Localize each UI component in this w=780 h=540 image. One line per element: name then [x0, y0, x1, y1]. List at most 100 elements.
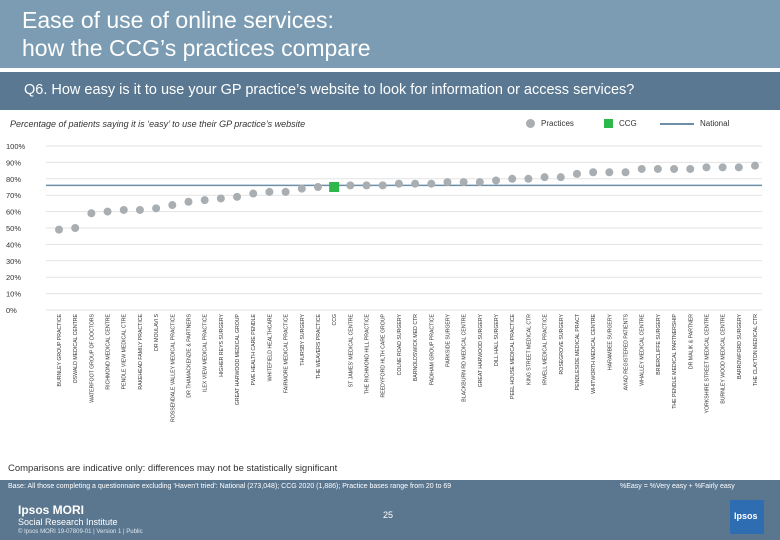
page-number: 25: [383, 510, 394, 520]
x-category-label: BLACKBURN RD MEDICAL CENTRE: [462, 313, 468, 401]
legend-national-line: [660, 123, 694, 125]
x-category-label: ILEX VIEW MEDICAL PRACTICE: [203, 313, 209, 391]
x-category-label: THURSBY SURGERY: [300, 313, 306, 365]
practice-point: [686, 164, 695, 173]
x-category-label: RICHMOND MEDICAL CENTRE: [106, 313, 112, 389]
practice-point: [394, 179, 403, 188]
y-tick-label: 90%: [6, 158, 21, 167]
x-category-label: DILL HALL SURGERY: [494, 313, 500, 366]
x-category-label: KING STREET MEDICAL CTR: [526, 314, 532, 385]
legend-ccg-marker: [604, 119, 613, 128]
practice-point: [168, 201, 177, 210]
practice-point: [249, 189, 258, 198]
x-category-label: THE WEAVERS PRACTICE: [316, 313, 322, 379]
practice-point: [605, 168, 614, 177]
x-category-label: WHITEFIELD HEALTHCARE: [267, 313, 273, 381]
x-category-label: GREAT HARWOOD MEDICAL GROUP: [235, 313, 241, 405]
practice-point: [702, 163, 711, 172]
x-category-label: GREAT HARWOOD SURGERY: [478, 313, 484, 387]
x-category-label: BURNLEY WOOD MEDICAL CENTRE: [721, 313, 727, 403]
x-category-label: RAKEHEAD FAMILY PRACTICE: [138, 313, 144, 389]
practice-point: [184, 197, 193, 206]
x-category-label: ST JAMES' MEDICAL CENTRE: [348, 313, 354, 387]
copyright-text: © Ipsos MORI 19-07809-01 | Version 1 | P…: [18, 529, 143, 535]
practice-point: [475, 178, 484, 187]
legend-ccg-label: CCG: [619, 119, 637, 128]
practice-point: [653, 164, 662, 173]
practice-point: [103, 207, 112, 216]
x-category-label: BURNLEY GROUP PRACTICE: [57, 313, 63, 386]
legend-practices-label: Practices: [541, 119, 574, 128]
ipsos-logo: Ipsos: [730, 500, 764, 534]
scatter-chart: 0% 10% 20% 30% 40% 50% 60% 70% 80% 90% 100% BURNLEY…: [6, 142, 762, 422]
question-text: Q6. How easy is it to use your GP practi…: [24, 82, 635, 98]
x-category-label: BARROWFORD SURGERY: [737, 313, 743, 379]
legend-national-label: National: [700, 119, 730, 128]
x-category-label: HIGHER REYS SURGERY: [219, 313, 225, 376]
practice-point: [572, 169, 581, 178]
practice-point: [378, 181, 387, 190]
x-category-label: IRWELL MEDICAL PRACTICE: [543, 313, 549, 385]
base-note: Base: All those completing a questionnai…: [8, 483, 452, 490]
x-category-label: BARNOLDSWICK MED CTR: [413, 314, 419, 381]
practice-point: [427, 179, 436, 188]
practice-point: [152, 204, 161, 213]
formula-note: %Easy = %Very easy + %Fairly easy: [620, 483, 735, 490]
x-category-label: HARAMBEE SURGERY: [607, 313, 613, 370]
x-category-label: THE PENDLE MEDICAL PARTNERSHIP: [672, 313, 678, 408]
x-category-label: PENDLESIDE MEDICAL PRACT: [575, 313, 581, 390]
x-category-label: PWE HEALTH CARE PENDLE: [251, 313, 257, 385]
practice-point: [119, 205, 128, 214]
practice-point: [362, 181, 371, 190]
x-category-label: PADIHAM GROUP PRACTICE: [429, 313, 435, 385]
practice-point: [135, 205, 144, 214]
practice-point: [443, 178, 452, 187]
practice-point: [637, 164, 646, 173]
x-category-label: COLNE ROAD SURGERY: [397, 313, 403, 375]
practice-point: [55, 225, 63, 234]
x-category-label: WHITWORTH MEDICAL CENTRE: [591, 313, 597, 393]
x-category-label: PEEL HOUSE MEDICAL PRACTICE: [510, 313, 516, 398]
practice-point: [346, 181, 355, 190]
x-category-label: DR MALIK & PARTNER: [688, 314, 694, 369]
y-tick-label: 70%: [6, 191, 21, 200]
x-category-label: AVIAD REGISTERED PATIENTS: [624, 313, 630, 390]
x-category-label: WHALLEY MEDICAL CENTRE: [640, 313, 646, 385]
page-title: Ease of use of online services: how the …: [22, 7, 371, 61]
x-category-label: ROSSENDALE VALLEY MEDICAL PRACTICE: [170, 313, 176, 422]
x-category-label: DR THAMACKENZIE & PARTNERS: [186, 313, 192, 397]
x-category-label: YORKSHIRE STREET MEDICAL CENTRE: [704, 313, 710, 413]
y-tick-label: 80%: [6, 175, 21, 184]
x-category-label: WATERFOOT GROUP OF DOCTORS: [89, 313, 95, 402]
practice-point: [492, 176, 501, 185]
x-category-label: THE RICHMOND HILL PRACTICE: [365, 313, 371, 394]
brand-name: Ipsos MORI: [18, 503, 85, 517]
practice-point: [233, 192, 242, 201]
y-tick-label: 30%: [6, 257, 21, 266]
footer-band: [0, 480, 780, 540]
practice-point: [734, 163, 743, 172]
brand-subtitle: Social Research Institute: [18, 517, 118, 527]
x-category-label: PARKSIDE SURGERY: [445, 313, 451, 366]
logo-text: Ipsos: [734, 511, 758, 521]
x-category-label: CCG: [332, 314, 338, 326]
y-tick-label: 100%: [6, 142, 26, 151]
x-category-label: FAIRMORE MEDICAL PRACTICE: [284, 313, 290, 393]
y-tick-label: 10%: [6, 290, 21, 299]
practice-point: [216, 194, 225, 203]
caveat-note: Comparisons are indicative only: differe…: [8, 463, 338, 474]
x-category-label: ROSEGROVE SURGERY: [559, 313, 565, 374]
question-band: Q6. How easy is it to use your GP practi…: [0, 72, 780, 110]
practice-point: [540, 173, 549, 182]
practice-point: [281, 187, 290, 196]
practice-point: [265, 187, 274, 196]
practice-point: [524, 174, 533, 183]
header-band: Ease of use of online services: how the …: [0, 0, 780, 68]
legend-practices-marker: [526, 119, 535, 128]
practice-point: [556, 173, 565, 182]
practice-point: [718, 163, 727, 172]
y-tick-label: 60%: [6, 208, 21, 217]
chart-subtitle: Percentage of patients saying it is ‘eas…: [10, 119, 306, 129]
practice-point: [71, 224, 80, 232]
x-category-label: BRIERCLIFFE SURGERY: [656, 313, 662, 374]
